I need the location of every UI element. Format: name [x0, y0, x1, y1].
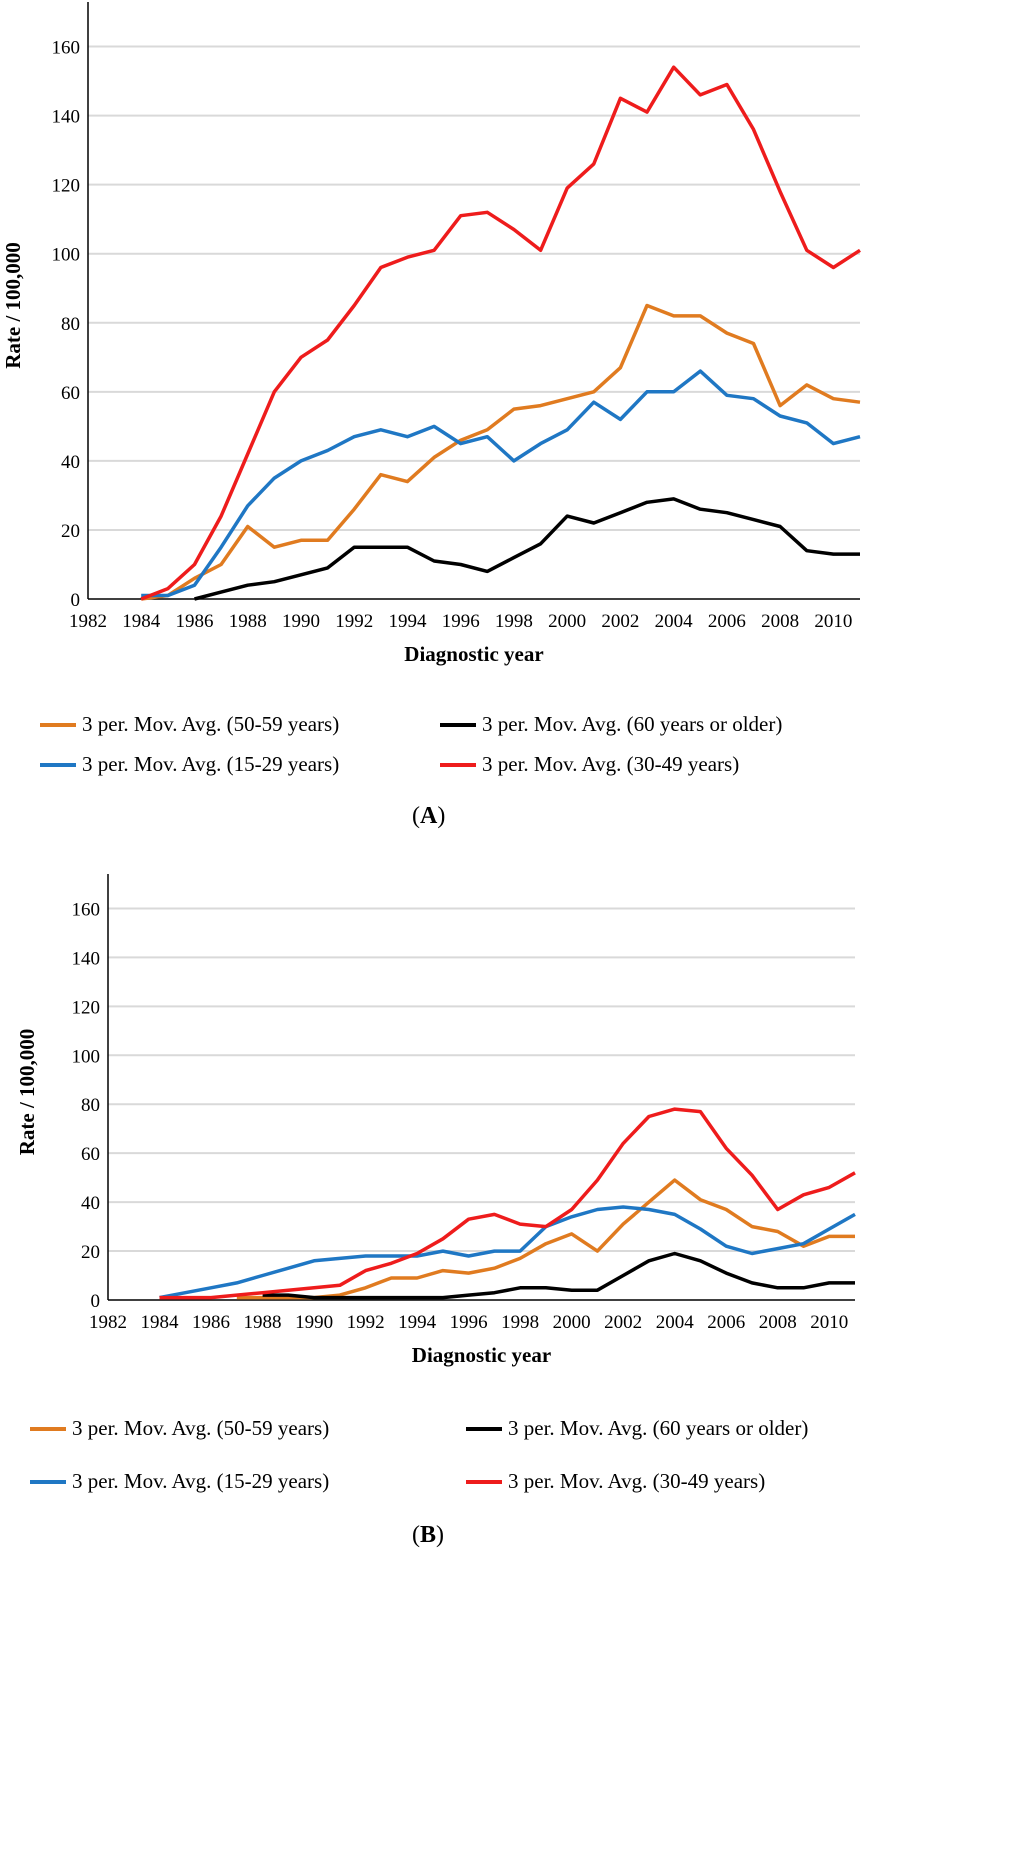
- y-axis-title: Rate / 100,000: [1, 242, 25, 369]
- legend-swatch-50-59: [40, 722, 76, 727]
- legend-item-15-29: 3 per. Mov. Avg. (15-29 years): [40, 752, 339, 777]
- legend-item-30-49: 3 per. Mov. Avg. (30-49 years): [440, 752, 739, 777]
- y-tick-label: 140: [52, 107, 81, 128]
- x-tick-label: 1996: [450, 1312, 488, 1333]
- x-axis-title: Diagnostic year: [404, 642, 543, 666]
- y-tick-label: 0: [71, 590, 81, 611]
- line-chart-a: 0 20 40 60 80 100 120 140 160 1982 1984 1986 1988 199…: [1, 2, 861, 666]
- x-tick-label: 1988: [229, 611, 267, 632]
- y-tick-label: 100: [72, 1046, 101, 1067]
- x-tick-label: 2000: [553, 1312, 591, 1333]
- legend-label-15-29: 3 per. Mov. Avg. (15-29 years): [82, 752, 340, 776]
- chart-panel-a: 0 20 40 60 80 100 120 140 160 1982 1984 1986 1988 199…: [1, 2, 861, 829]
- x-tick-label: 1986: [175, 611, 213, 632]
- x-tick-label: 2010: [814, 611, 852, 632]
- y-tick-label: 80: [81, 1095, 100, 1116]
- series-line-0: [140, 303, 861, 601]
- legend-swatch-50-59: [30, 1426, 66, 1431]
- x-tick-label: 1994: [398, 1312, 437, 1333]
- x-tick-label: 1986: [192, 1312, 230, 1333]
- chart-panel-b: 0 20 40 60 80 100 120 140 160 1982 1984 1986 1988 199…: [0, 874, 1024, 1849]
- x-tick-label: 1998: [495, 611, 533, 632]
- legend-item-30-49: 3 per. Mov. Avg. (30-49 years): [466, 1469, 765, 1494]
- series-line-3: [159, 1107, 856, 1300]
- legend-item-15-29: 3 per. Mov. Avg. (15-29 years): [30, 1469, 329, 1494]
- x-tick-label: 1984: [141, 1312, 180, 1333]
- legend-label-60-plus: 3 per. Mov. Avg. (60 years or older): [482, 712, 783, 736]
- y-tick-label: 80: [61, 314, 80, 335]
- series-line-1: [262, 1251, 855, 1300]
- x-tick-label: 2006: [708, 611, 746, 632]
- x-tick-label: 2010: [810, 1312, 848, 1333]
- legend-item-50-59: 3 per. Mov. Avg. (50-59 years): [40, 712, 339, 737]
- legend-swatch-15-29: [40, 762, 76, 767]
- x-axis-title: Diagnostic year: [412, 1343, 551, 1367]
- panel-label-a: (A): [412, 803, 446, 829]
- x-tick-label: 2004: [655, 611, 694, 632]
- y-tick-label: 60: [61, 383, 80, 404]
- x-tick-label: 2002: [601, 611, 639, 632]
- series-line-1: [194, 497, 860, 601]
- legend-swatch-60-plus: [440, 722, 476, 727]
- x-tick-label: 2008: [761, 611, 799, 632]
- panel-label-b: (B): [412, 1522, 445, 1548]
- x-tick-label: 1998: [501, 1312, 539, 1333]
- legend-swatch-60-plus: [466, 1426, 502, 1431]
- legend-label-50-59: 3 per. Mov. Avg. (50-59 years): [82, 712, 340, 736]
- y-tick-label: 20: [81, 1242, 100, 1263]
- legend-label-50-59: 3 per. Mov. Avg. (50-59 years): [72, 1416, 330, 1440]
- y-tick-label: 140: [72, 948, 101, 969]
- legend-label-15-29: 3 per. Mov. Avg. (15-29 years): [72, 1469, 330, 1493]
- plot-area: 0 20 40 60 80 100 120 140 160 1982 1984 1986 1988 199…: [15, 874, 856, 1367]
- x-tick-label: 1992: [347, 1312, 385, 1333]
- series-line-0: [236, 1178, 855, 1300]
- x-tick-label: 1984: [122, 611, 161, 632]
- legend-label-30-49: 3 per. Mov. Avg. (30-49 years): [508, 1469, 766, 1493]
- y-tick-label: 100: [52, 245, 81, 266]
- y-tick-label: 0: [91, 1291, 101, 1312]
- y-tick-label: 160: [52, 38, 81, 59]
- line-chart-b: 0 20 40 60 80 100 120 140 160 1982 1984 1986 1988 199…: [15, 874, 856, 1367]
- series-line-2: [141, 369, 861, 598]
- x-tick-label: 1982: [89, 1312, 127, 1333]
- legend-swatch-30-49: [466, 1479, 502, 1484]
- legend-swatch-15-29: [30, 1479, 66, 1484]
- y-tick-label: 120: [52, 176, 81, 197]
- y-tick-label: 40: [81, 1193, 100, 1214]
- x-tick-label: 1988: [244, 1312, 282, 1333]
- legend-label-60-plus: 3 per. Mov. Avg. (60 years or older): [508, 1416, 809, 1440]
- x-tick-label: 2004: [656, 1312, 695, 1333]
- series-line-3: [140, 65, 861, 601]
- x-tick-label: 1992: [335, 611, 373, 632]
- y-tick-label: 20: [61, 521, 80, 542]
- x-tick-label: 1982: [69, 611, 107, 632]
- y-tick-label: 40: [61, 452, 80, 473]
- legend-item-50-59: 3 per. Mov. Avg. (50-59 years): [30, 1416, 329, 1441]
- legend-item-60-plus: 3 per. Mov. Avg. (60 years or older): [466, 1416, 808, 1441]
- y-axis-title: Rate / 100,000: [15, 1029, 39, 1156]
- x-tick-label: 1990: [282, 611, 320, 632]
- y-tick-label: 60: [81, 1144, 100, 1165]
- y-tick-label: 160: [72, 899, 101, 920]
- y-tick-label: 120: [72, 997, 101, 1018]
- plot-area: 0 20 40 60 80 100 120 140 160 1982 1984 1986 1988 199…: [1, 2, 861, 666]
- series-line-2: [159, 1205, 856, 1300]
- x-tick-label: 2008: [759, 1312, 797, 1333]
- legend-label-30-49: 3 per. Mov. Avg. (30-49 years): [482, 752, 740, 776]
- x-tick-label: 2006: [707, 1312, 745, 1333]
- legend-item-60-plus: 3 per. Mov. Avg. (60 years or older): [440, 712, 782, 737]
- x-tick-label: 1994: [388, 611, 427, 632]
- x-tick-label: 2000: [548, 611, 586, 632]
- x-tick-label: 1996: [442, 611, 480, 632]
- x-tick-label: 2002: [604, 1312, 642, 1333]
- legend-swatch-30-49: [440, 762, 476, 767]
- x-tick-label: 1990: [295, 1312, 333, 1333]
